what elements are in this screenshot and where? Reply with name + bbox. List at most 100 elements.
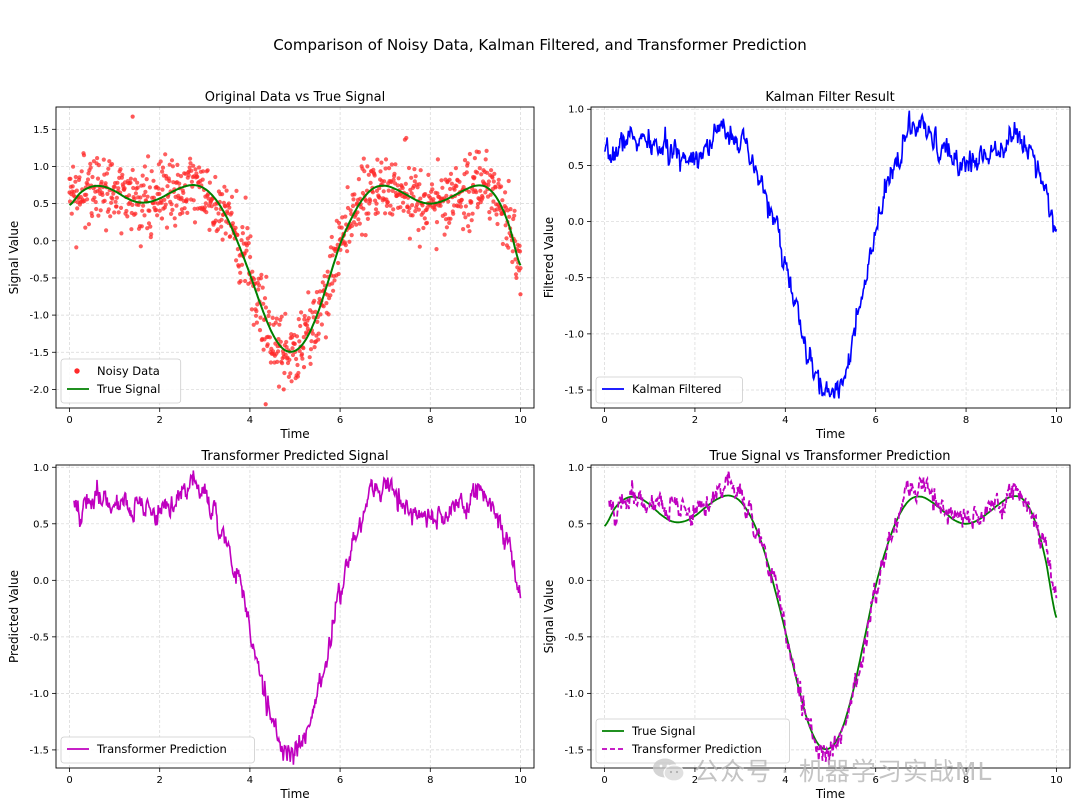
noisy-data-point [135,180,140,185]
noisy-data-point [469,218,474,223]
noisy-data-point [174,203,179,208]
noisy-data-point [417,244,422,249]
noisy-data-point [326,312,331,317]
noisy-data-point [255,302,260,307]
noisy-data-point [518,266,523,271]
x-tick-label: 6 [337,775,343,786]
axes-frame [590,106,1071,409]
noisy-data-point [312,345,317,350]
noisy-data-point [434,220,440,225]
noisy-data-point [463,215,468,220]
noisy-data-point [74,245,79,250]
noisy-data-point [309,339,314,344]
noisy-data-point [508,207,513,212]
noisy-data-point [104,171,110,176]
noisy-data-point [496,177,501,182]
noisy-data-point [143,189,148,194]
noisy-data-point [339,225,344,230]
noisy-data-point [258,315,263,320]
noisy-data-point [151,195,156,200]
noisy-data-point [390,212,395,217]
noisy-data-point [86,222,91,227]
noisy-data-point [348,208,353,213]
noisy-data-point [297,348,302,354]
noisy-data-point [354,222,359,227]
noisy-data-point [485,170,490,175]
noisy-data-point [216,211,221,216]
y-tick-label: 0.0 [33,576,49,587]
noisy-data-point [368,198,373,203]
noisy-data-point [343,214,348,219]
noisy-data-point [70,184,75,189]
noisy-data-point [256,287,261,292]
noisy-data-point [336,220,342,226]
noisy-data-point [207,227,212,232]
y-tick-label: 1.0 [568,105,584,116]
noisy-data-point [290,346,295,351]
noisy-data-point [203,201,208,206]
axes-frame [55,464,535,769]
noisy-data-point [169,158,175,163]
noisy-data-point [120,172,125,177]
noisy-data-point [513,272,519,277]
noisy-data-point [391,177,396,182]
x-tick-label: 4 [247,415,253,426]
noisy-data-point [415,185,420,190]
noisy-data-point [491,179,496,184]
noisy-data-point [118,205,124,210]
noisy-data-point [294,356,299,362]
x-tick-label: 10 [1050,775,1063,786]
noisy-data-point [404,135,409,141]
noisy-data-point [157,208,162,213]
noisy-data-point [375,210,380,215]
noisy-data-point [513,257,518,262]
noisy-data-point [372,173,377,178]
noisy-data-point [260,285,265,290]
noisy-data-point [215,227,221,232]
noisy-data-point [257,328,263,333]
y-tick-label: 0.0 [568,576,584,587]
noisy-data-point [336,271,341,277]
noisy-data-point [100,192,105,197]
noisy-data-point [155,213,160,218]
noisy-data-point [306,290,311,295]
noisy-data-point [108,214,113,219]
noisy-data-point [226,201,231,206]
noisy-data-point [452,187,457,192]
noisy-data-point [299,310,304,315]
noisy-data-point [132,196,137,201]
noisy-data-point [127,193,132,198]
noisy-data-point [495,221,500,227]
noisy-data-point [285,360,291,366]
noisy-data-point [383,211,388,216]
noisy-data-point [79,169,84,174]
x-tick-label: 6 [873,415,879,426]
noisy-data-point [239,238,244,243]
y-tick-label: -0.5 [29,632,49,643]
noisy-data-point [142,164,147,169]
noisy-data-point [415,202,420,207]
noisy-data-point [284,345,289,350]
noisy-data-point [142,213,147,218]
noisy-data-point [71,164,76,169]
noisy-data-point [160,169,165,174]
noisy-data-point [67,199,73,204]
noisy-data-point [403,181,408,186]
noisy-data-point [288,371,293,376]
x-tick-label: 0 [66,415,72,426]
noisy-data-point [69,211,74,216]
noisy-data-point [165,184,170,189]
noisy-data-point [295,374,300,379]
noisy-data-point [240,231,245,236]
noisy-data-point [101,157,106,162]
legend-label: Kalman Filtered [632,382,721,396]
noisy-data-point [486,179,491,184]
noisy-data-point [401,200,406,205]
noisy-data-point [86,171,91,176]
noisy-data-point [506,245,511,250]
noisy-data-point [162,197,167,202]
y-tick-label: -0.5 [29,273,49,284]
noisy-data-point [141,203,146,208]
noisy-data-point [418,168,423,173]
noisy-data-point [325,292,330,297]
